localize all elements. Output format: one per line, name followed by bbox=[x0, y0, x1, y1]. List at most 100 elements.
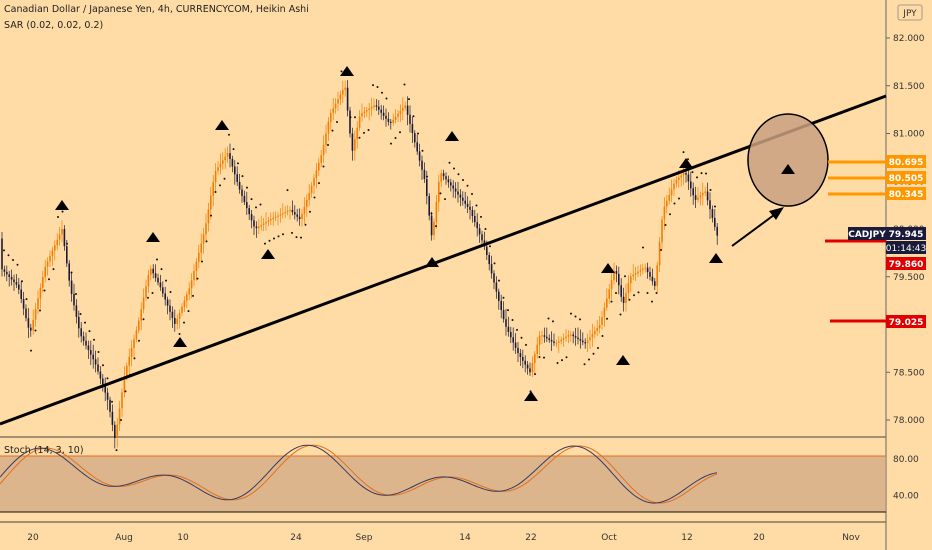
candle-body bbox=[34, 309, 37, 320]
sar-dot bbox=[331, 129, 334, 132]
candle-body bbox=[601, 316, 603, 326]
countdown-value: 01:14:43 bbox=[886, 244, 926, 254]
candle-body bbox=[265, 221, 267, 224]
triangle-up-icon bbox=[340, 66, 354, 76]
sar-dot bbox=[642, 246, 644, 249]
candle-body bbox=[272, 217, 274, 220]
sar-dot bbox=[282, 233, 284, 236]
sar-dot bbox=[498, 279, 500, 282]
stoch-y-axis: 80.00 40.00 bbox=[893, 455, 919, 502]
target-circle[interactable] bbox=[747, 113, 829, 207]
candle-body bbox=[639, 270, 642, 272]
candle-body bbox=[198, 252, 200, 262]
sar-dot bbox=[21, 280, 23, 283]
sar-indicator-label: SAR (0.02, 0.02, 0.2) bbox=[4, 20, 104, 31]
trendline[interactable] bbox=[0, 94, 887, 426]
sar-dot bbox=[624, 275, 626, 278]
candle-body bbox=[651, 276, 654, 282]
candle-body bbox=[46, 261, 49, 267]
candle-body bbox=[620, 285, 622, 297]
candle-body bbox=[637, 271, 639, 274]
sar-dot bbox=[381, 91, 383, 94]
candle-body bbox=[493, 273, 495, 283]
candle-body bbox=[416, 142, 418, 152]
sar-dot bbox=[660, 249, 662, 252]
candle-body bbox=[102, 378, 104, 386]
candle-body bbox=[202, 234, 205, 244]
candle-body bbox=[210, 195, 212, 210]
candle-body bbox=[666, 200, 668, 207]
candle-body bbox=[565, 336, 567, 339]
candle-body bbox=[375, 105, 378, 107]
candle-body bbox=[351, 133, 354, 151]
candle-body bbox=[442, 173, 445, 177]
price-tag bbox=[886, 257, 926, 270]
candle-body bbox=[270, 219, 272, 221]
candle-body bbox=[186, 294, 188, 301]
candle-body bbox=[133, 339, 135, 349]
candle-body bbox=[668, 195, 670, 201]
candle-body bbox=[435, 201, 438, 222]
candle-body bbox=[258, 226, 260, 229]
candle-body bbox=[135, 330, 138, 340]
sar-dot bbox=[160, 268, 163, 271]
sar-dot bbox=[673, 202, 676, 205]
candle-body bbox=[646, 267, 649, 273]
candle-body bbox=[97, 364, 99, 372]
sar-dot bbox=[70, 271, 73, 274]
candle-body bbox=[464, 200, 466, 204]
sar-dot bbox=[696, 176, 698, 179]
candle-body bbox=[92, 354, 94, 360]
candle-body bbox=[219, 163, 222, 168]
candle-body bbox=[704, 191, 706, 193]
candle-body bbox=[534, 353, 536, 364]
candle-body bbox=[486, 246, 488, 255]
candle-body bbox=[229, 153, 231, 159]
candle-body bbox=[49, 255, 51, 262]
triangle-up-icon bbox=[709, 253, 723, 263]
sar-dot bbox=[516, 328, 518, 331]
candle-body bbox=[30, 327, 32, 331]
currency-badge[interactable] bbox=[897, 4, 923, 21]
candle-body bbox=[308, 193, 310, 200]
candle-body bbox=[498, 291, 500, 301]
candle-body bbox=[315, 170, 318, 179]
price-tag-label: 79.025 bbox=[889, 318, 924, 328]
candle-body bbox=[675, 179, 678, 184]
candle-body bbox=[44, 266, 46, 278]
x-tick-label: Nov bbox=[842, 533, 860, 543]
candle-body bbox=[58, 234, 61, 240]
price-tag-label: 79.860 bbox=[889, 260, 924, 270]
sar-dot bbox=[376, 86, 379, 89]
candle-body bbox=[579, 339, 582, 341]
candle-body bbox=[553, 341, 555, 343]
sar-dot bbox=[43, 289, 46, 292]
candle-body bbox=[476, 222, 478, 229]
stoch-tick-label: 40.00 bbox=[893, 491, 919, 501]
candle-body bbox=[358, 116, 361, 128]
candle-body bbox=[711, 209, 714, 218]
y-tick-label: 82.000 bbox=[893, 34, 925, 44]
candle-body bbox=[171, 311, 174, 318]
candle-body bbox=[490, 264, 493, 274]
candle-body bbox=[610, 280, 613, 290]
candle-body bbox=[114, 424, 116, 439]
sar-dot bbox=[538, 355, 541, 358]
candle-body bbox=[577, 337, 579, 340]
candle-body bbox=[116, 424, 118, 439]
candle-body bbox=[570, 334, 572, 336]
candle-body bbox=[152, 268, 154, 274]
sar-dot bbox=[714, 205, 716, 208]
sar-dot bbox=[399, 131, 401, 134]
candle-body bbox=[181, 306, 183, 313]
sar-dot bbox=[205, 240, 208, 243]
sar-dot bbox=[354, 116, 356, 119]
candle-body bbox=[20, 289, 22, 300]
sar-dot bbox=[534, 373, 536, 376]
sar-dot bbox=[93, 338, 95, 341]
sar-dot bbox=[511, 319, 514, 322]
sar-dot bbox=[687, 158, 689, 161]
candle-body bbox=[586, 340, 589, 344]
chart-title: Canadian Dollar / Japanese Yen, 4h, CURR… bbox=[4, 4, 309, 15]
